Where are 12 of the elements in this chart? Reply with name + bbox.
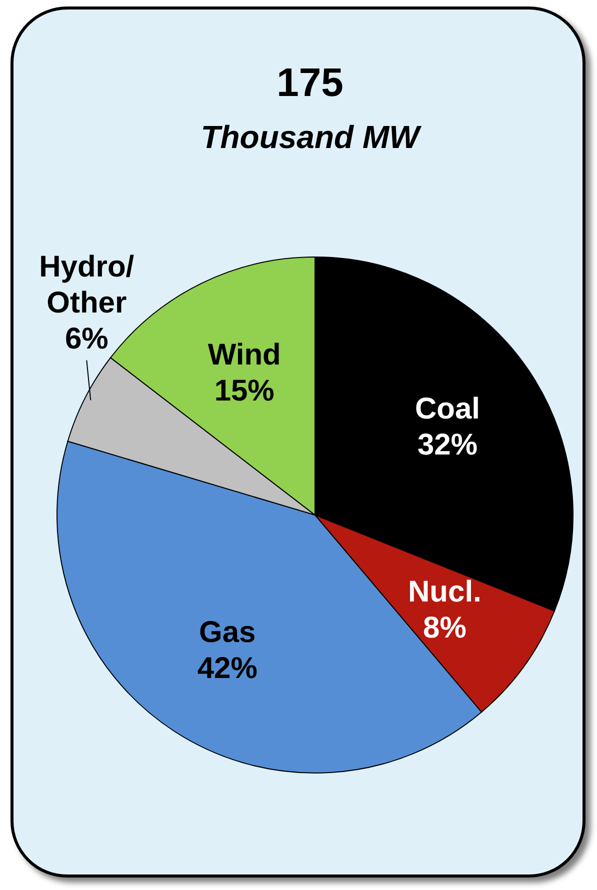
data-label: 42%: [197, 652, 258, 685]
slice-label: Coal: [414, 392, 480, 426]
slice-label: Wind: [208, 338, 281, 372]
data-label: 6%: [64, 322, 108, 356]
chart-subtitle: Thousand MW: [200, 119, 422, 155]
slice-label: Gas: [199, 616, 256, 649]
slice-label: Hydro/Other: [39, 250, 135, 320]
data-label: 32%: [417, 428, 478, 462]
slice-label: Nucl.: [408, 576, 482, 609]
data-label: 15%: [214, 374, 274, 408]
data-label: 8%: [423, 612, 466, 645]
chart-title: 175: [276, 61, 344, 105]
